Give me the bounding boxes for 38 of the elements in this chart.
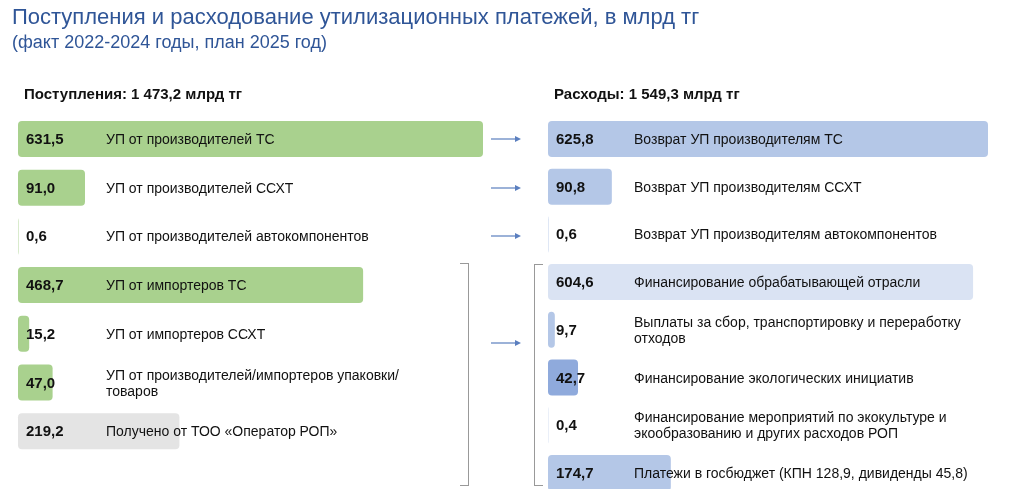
y-tick-label: Возврат УП производителям автокомпонентов — [634, 226, 937, 243]
y-tick-label: Финансирование экологических инициатив — [634, 369, 914, 386]
bar — [548, 121, 988, 157]
data-label: 219,2 — [26, 422, 64, 440]
y-tick-label: УП от производителей ССХТ — [106, 179, 294, 196]
text: Поступления и расходование утилизационных платежей, в млрд тг — [12, 4, 700, 29]
text: (факт 2022-2024 годы, план 2025 год) — [12, 32, 327, 52]
data-label: 174,7 — [556, 463, 594, 481]
y-tick-label: Возврат УП производителям ССХТ — [634, 178, 862, 195]
bar — [18, 169, 86, 206]
y-tick-label: УП от производителей/импортеров упаковки/ товаров — [106, 366, 400, 399]
bar — [18, 267, 364, 304]
y-tick-label: УП от производителей ТС — [106, 131, 275, 147]
data-label: 631,5 — [26, 130, 64, 147]
data-label: 0,6 — [556, 225, 577, 243]
bar — [548, 168, 612, 205]
y-tick-label: УП от импортеров ССХТ — [106, 325, 266, 342]
y-tick-label: УП от производителей автокомпонентов — [106, 228, 369, 245]
data-label: 9,7 — [556, 320, 577, 338]
y-tick-label: Выплаты за сбор, транспортировку и переработку отходов — [634, 313, 961, 346]
data-label: 91,0 — [26, 178, 56, 196]
y-tick-label: Получено от ТОО «Оператор РОП» — [106, 423, 338, 440]
y-tick-label: Возврат УП производителям ТС — [634, 131, 843, 147]
y-tick-label: УП от импортеров ТС — [106, 277, 247, 294]
data-label: 604,6 — [556, 273, 594, 291]
data-label: 15,2 — [26, 324, 56, 342]
chart-title: Расходы: 1 549,3 млрд тг — [554, 85, 740, 102]
data-label: 625,8 — [556, 130, 594, 147]
data-label: 0,6 — [26, 227, 47, 245]
y-tick-label: Платежи в госбюджет (КПН 128,9, дивиденды 45,8) — [634, 464, 968, 481]
y-tick-label: Финансирование обрабатывающей отрасли — [634, 274, 921, 291]
chart-title: Поступления: 1 473,2 млрд тг — [24, 85, 242, 102]
bar — [18, 121, 483, 157]
y-tick-label: Финансирование мероприятий по экокультуре и экообразованию и других расходов РОП — [634, 409, 947, 442]
bar — [548, 311, 555, 348]
data-label: 468,7 — [26, 276, 64, 294]
data-label: 0,4 — [556, 416, 578, 434]
data-label: 90,8 — [556, 177, 586, 195]
